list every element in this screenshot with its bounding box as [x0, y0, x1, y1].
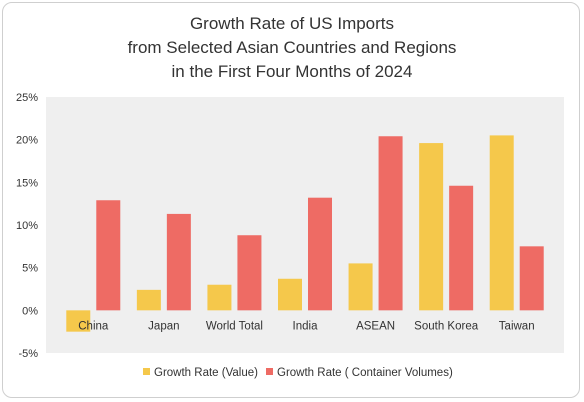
bar-value-japan: [136, 289, 161, 311]
y-tick-label: 5%: [22, 263, 38, 275]
chart-title-line-2: from Selected Asian Countries and Region…: [128, 38, 457, 57]
bar-container-india: [308, 197, 332, 311]
y-tick-label: 20%: [16, 135, 38, 147]
x-tick-label: World Total: [206, 320, 263, 332]
y-tick-label: -5%: [18, 348, 38, 360]
x-tick-label: Taiwan: [499, 320, 535, 332]
bars: [66, 135, 544, 332]
bar-container-taiwan: [519, 246, 544, 311]
legend-swatch-value: [143, 368, 150, 375]
chart-title-line-1: Growth Rate of US Imports: [190, 14, 394, 33]
legend-label-value: Growth Rate (Value): [154, 367, 258, 379]
bar-value-taiwan: [489, 135, 514, 311]
bar-value-asean: [348, 263, 373, 311]
y-axis: 25% 20% 15% 10% 5% 0% -5%: [16, 92, 38, 360]
legend-label-container: Growth Rate ( Container Volumes): [277, 367, 453, 379]
x-tick-label: Japan: [148, 320, 179, 332]
bar-value-south-korea: [419, 143, 444, 311]
x-tick-label: South Korea: [414, 320, 479, 332]
x-tick-label: ASEAN: [356, 320, 395, 332]
plot-area: [46, 97, 564, 353]
legend-swatch-container: [266, 368, 273, 375]
bar-container-china: [96, 200, 121, 311]
bar-value-india: [278, 278, 302, 311]
x-axis: China Japan World Total India ASEAN South Kor…: [78, 320, 534, 332]
chart-title-line-3: in the First Four Months of 2024: [172, 62, 413, 81]
y-tick-label: 10%: [16, 220, 38, 232]
legend: Growth Rate (Value) Growth Rate ( Contain…: [143, 367, 453, 379]
bar-container-south-korea: [449, 185, 474, 311]
x-tick-label: India: [293, 320, 319, 332]
bar-container-asean: [378, 136, 403, 311]
y-tick-label: 0%: [22, 305, 38, 317]
bar-container-world-total: [237, 235, 262, 311]
bar-value-china: [66, 310, 91, 332]
x-tick-label: China: [78, 320, 109, 332]
y-tick-label: 15%: [16, 177, 38, 189]
y-tick-label: 25%: [16, 92, 38, 104]
bar-container-japan: [166, 213, 191, 311]
bar-value-world-total: [207, 284, 232, 311]
